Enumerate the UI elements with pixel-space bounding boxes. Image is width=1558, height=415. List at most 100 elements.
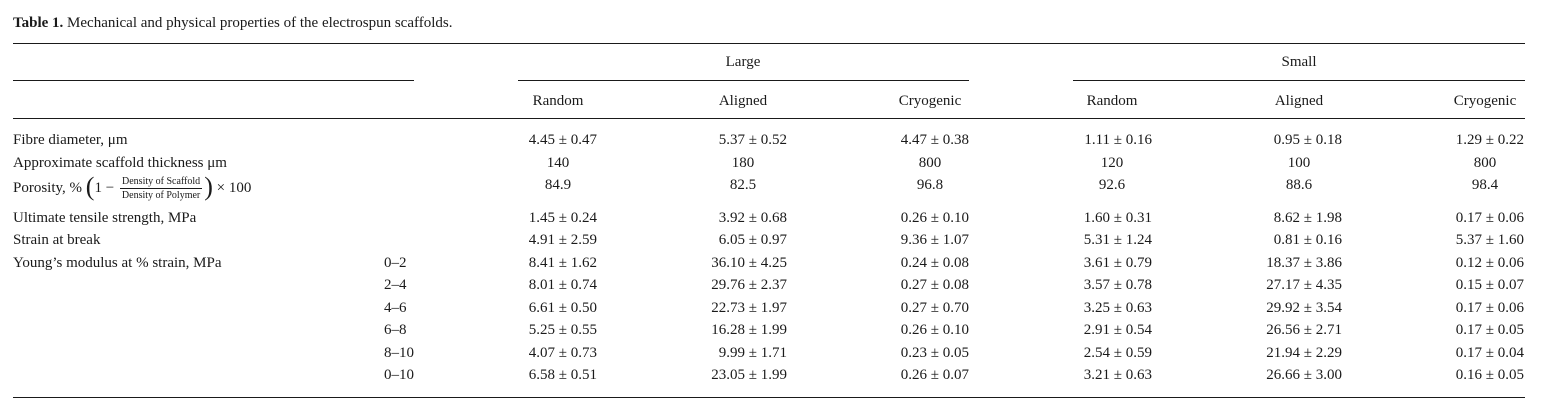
table-cell: 3.21 ± 0.63 — [1083, 367, 1152, 383]
porosity-one-minus: 1 − — [94, 179, 115, 196]
table-cell: 0.23 ± 0.05 — [900, 345, 969, 361]
table-cell: 9.99 ± 1.71 — [718, 345, 787, 361]
table-cell: 2.91 ± 0.54 — [1083, 322, 1152, 338]
table-cell: 18.37 ± 3.86 — [1266, 255, 1342, 271]
table-cell: 0.26 ± 0.07 — [900, 367, 969, 383]
table-cell: 27.17 ± 4.35 — [1266, 277, 1342, 293]
table-cell: 96.8 — [916, 177, 944, 193]
strain-range-label: 8–10 — [384, 345, 414, 361]
bottom-rule — [13, 397, 1525, 398]
porosity-suffix: × 100 — [216, 179, 252, 196]
row-label: Approximate scaffold thickness μm — [13, 155, 227, 171]
table-cell: 1.45 ± 0.24 — [528, 210, 597, 226]
table-cell: 29.92 ± 3.54 — [1266, 300, 1342, 316]
table-cell: 4.45 ± 0.47 — [528, 132, 597, 148]
table-cell: 92.6 — [1098, 177, 1126, 193]
group-header-small: Small — [1281, 54, 1317, 70]
table-cell: 22.73 ± 1.97 — [711, 300, 787, 316]
porosity-prefix: Porosity, % — [13, 179, 86, 196]
table-cell: 800 — [918, 155, 942, 171]
row-label: Fibre diameter, μm — [13, 132, 128, 148]
table-cell: 0.17 ± 0.06 — [1455, 300, 1524, 316]
table-cell: 0.17 ± 0.04 — [1455, 345, 1524, 361]
table-cell: 8.62 ± 1.98 — [1273, 210, 1342, 226]
row-label: Ultimate tensile strength, MPa — [13, 210, 197, 226]
table-cell: 3.92 ± 0.68 — [718, 210, 787, 226]
strain-range-label: 0–2 — [384, 255, 407, 271]
density-fraction: Density of Scaffold Density of Polymer — [120, 176, 203, 201]
table-cell: 26.56 ± 2.71 — [1266, 322, 1342, 338]
table-cell: 0.15 ± 0.07 — [1455, 277, 1524, 293]
table-cell: 3.57 ± 0.78 — [1083, 277, 1152, 293]
table-cell: 0.17 ± 0.06 — [1455, 210, 1524, 226]
table-cell: 6.58 ± 0.51 — [528, 367, 597, 383]
table-cell: 5.25 ± 0.55 — [528, 322, 597, 338]
column-header: Aligned — [1274, 93, 1324, 109]
table-cell: 6.61 ± 0.50 — [528, 300, 597, 316]
table-cell: 140 — [546, 155, 570, 171]
table-cell: 2.54 ± 0.59 — [1083, 345, 1152, 361]
header-rule — [13, 118, 1525, 119]
table-cell: 0.26 ± 0.10 — [900, 322, 969, 338]
table-cell: 0.27 ± 0.70 — [900, 300, 969, 316]
table-cell: 0.81 ± 0.16 — [1273, 232, 1342, 248]
row-label: Strain at break — [13, 232, 101, 248]
fraction-numerator: Density of Scaffold — [120, 176, 203, 189]
column-header: Cryogenic — [1453, 93, 1517, 109]
strain-range-label: 2–4 — [384, 277, 407, 293]
column-header: Aligned — [718, 93, 768, 109]
table-cell: 0.16 ± 0.05 — [1455, 367, 1524, 383]
table-cell: 5.37 ± 0.52 — [718, 132, 787, 148]
small-group-rule — [1073, 80, 1525, 81]
strain-range-label: 6–8 — [384, 322, 407, 338]
table-cell: 88.6 — [1285, 177, 1313, 193]
table-cell: 0.26 ± 0.10 — [900, 210, 969, 226]
table-cell: 9.36 ± 1.07 — [900, 232, 969, 248]
table-cell: 5.37 ± 1.60 — [1455, 232, 1524, 248]
table-cell: 4.07 ± 0.73 — [528, 345, 597, 361]
table-cell: 3.61 ± 0.79 — [1083, 255, 1152, 271]
table-cell: 180 — [731, 155, 755, 171]
top-rule — [13, 43, 1525, 44]
column-header: Random — [532, 93, 584, 109]
fraction-denominator: Density of Polymer — [121, 190, 201, 201]
table-cell: 1.60 ± 0.31 — [1083, 210, 1152, 226]
table-cell: 29.76 ± 2.37 — [711, 277, 787, 293]
table-cell: 82.5 — [729, 177, 757, 193]
column-header: Cryogenic — [898, 93, 962, 109]
row-label: Young’s modulus at % strain, MPa — [13, 255, 222, 271]
table-cell: 21.94 ± 2.29 — [1266, 345, 1342, 361]
table-cell: 98.4 — [1471, 177, 1499, 193]
strain-range-label: 4–6 — [384, 300, 407, 316]
table-cell: 0.12 ± 0.06 — [1455, 255, 1524, 271]
table-cell: 0.27 ± 0.08 — [900, 277, 969, 293]
stub-rule — [13, 80, 414, 81]
table-cell: 8.41 ± 1.62 — [528, 255, 597, 271]
strain-range-label: 0–10 — [384, 367, 414, 383]
column-header: Random — [1086, 93, 1138, 109]
table-cell: 1.11 ± 0.16 — [1084, 132, 1152, 148]
table-cell: 5.31 ± 1.24 — [1083, 232, 1152, 248]
table-cell: 0.24 ± 0.08 — [900, 255, 969, 271]
table-cell: 100 — [1287, 155, 1311, 171]
table-cell: 23.05 ± 1.99 — [711, 367, 787, 383]
table-cell: 6.05 ± 0.97 — [718, 232, 787, 248]
table-cell: 1.29 ± 0.22 — [1455, 132, 1524, 148]
table-cell: 36.10 ± 4.25 — [711, 255, 787, 271]
table-cell: 84.9 — [544, 177, 572, 193]
table-cell: 16.28 ± 1.99 — [711, 322, 787, 338]
table-cell: 4.47 ± 0.38 — [900, 132, 969, 148]
large-group-rule — [518, 80, 969, 81]
porosity-row-label: Porosity, % (1 − Density of Scaffold Dens… — [13, 171, 252, 201]
table-cell: 0.95 ± 0.18 — [1273, 132, 1342, 148]
table-caption-text: Mechanical and physical properties of th… — [63, 15, 453, 31]
table-cell: 120 — [1100, 155, 1124, 171]
table-cell: 26.66 ± 3.00 — [1266, 367, 1342, 383]
table-cell: 800 — [1473, 155, 1497, 171]
table-caption-label: Table 1. — [13, 15, 64, 31]
table-cell: 0.17 ± 0.05 — [1455, 322, 1524, 338]
table-cell: 8.01 ± 0.74 — [528, 277, 597, 293]
table-cell: 3.25 ± 0.63 — [1083, 300, 1152, 316]
table-cell: 4.91 ± 2.59 — [528, 232, 597, 248]
group-header-large: Large — [725, 54, 761, 70]
